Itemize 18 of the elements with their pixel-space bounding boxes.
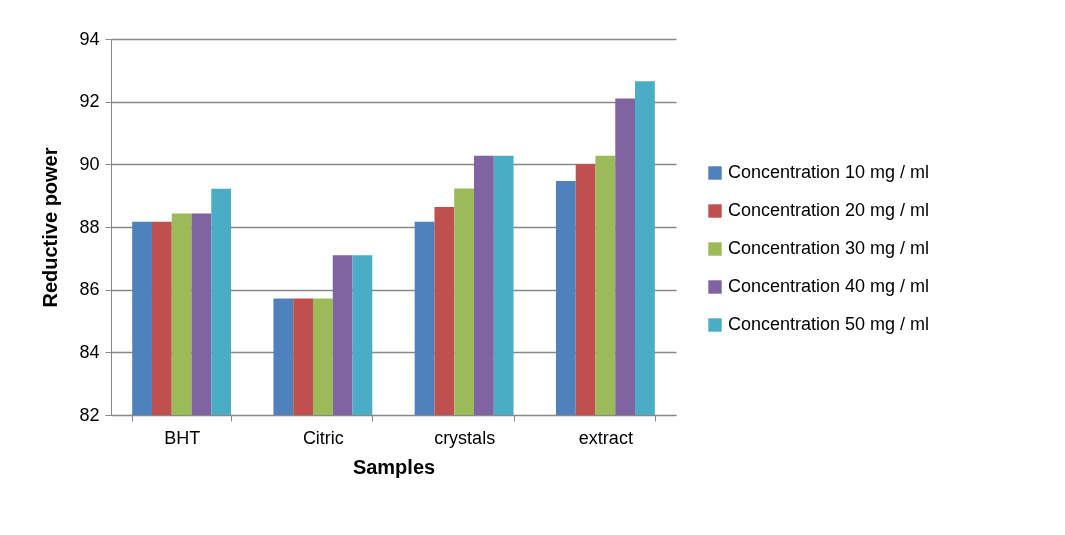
y-tick-label: 82 [79,404,100,425]
y-tick-label: 92 [79,91,100,112]
y-tick-label: 86 [79,279,100,300]
legend-label: Concentration 40 mg / ml [728,276,930,296]
y-tick-label: 84 [79,341,100,362]
legend-label: Concentration 50 mg / ml [728,314,930,334]
x-tick-label: crystals [434,427,496,448]
legend-label: Concentration 20 mg / ml [728,200,930,220]
x-tick-label: BHT [164,427,201,448]
x-axis-title: Samples [352,455,436,478]
x-tick-label: Citric [302,427,344,448]
legend-label: Concentration 10 mg / ml [728,162,930,182]
y-tick-label: 88 [79,216,100,237]
y-tick-label: 94 [79,28,100,49]
legend-label: Concentration 30 mg / ml [728,238,930,258]
x-tick-label: extract [578,427,633,448]
y-axis-title: Reductive power [39,147,62,308]
y-tick-label: 90 [79,153,100,174]
